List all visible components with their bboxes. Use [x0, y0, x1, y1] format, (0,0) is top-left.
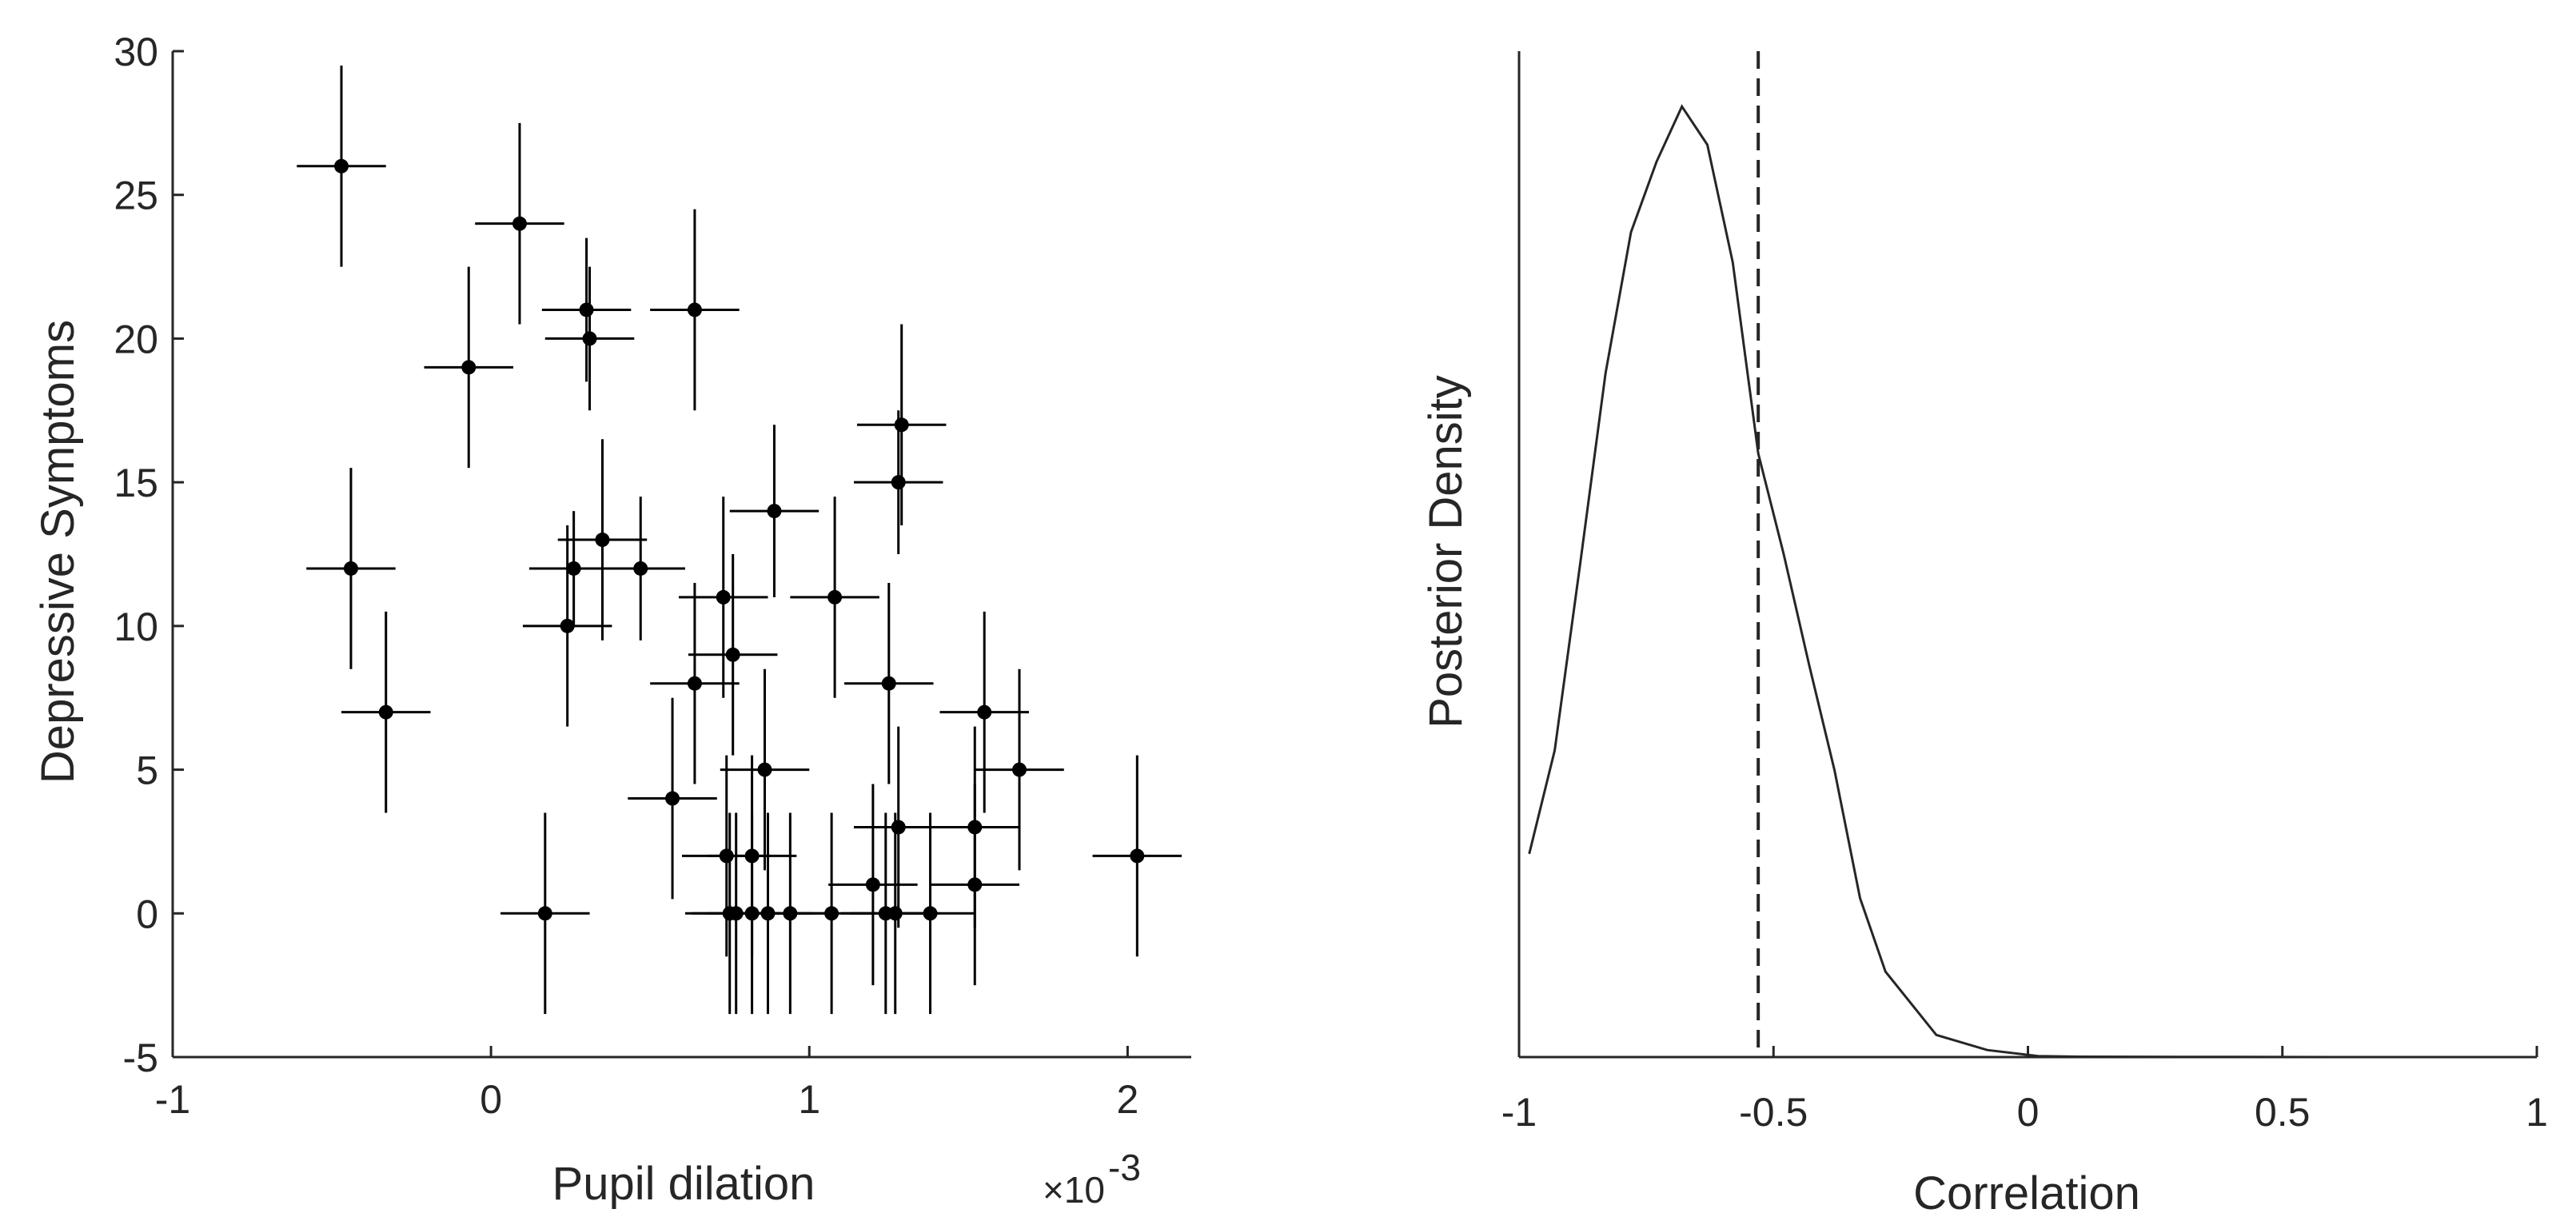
data-point — [923, 906, 938, 921]
data-point — [1012, 762, 1027, 777]
scatter-points — [334, 158, 1145, 921]
data-point — [665, 791, 680, 806]
data-point — [633, 561, 648, 576]
data-point — [767, 504, 782, 519]
x-tick-label: 0 — [2017, 1090, 2040, 1135]
y-tick-label: 0 — [136, 892, 158, 936]
y-tick-label: 15 — [114, 461, 158, 505]
scatter-x-axis-title: Pupil dilation — [552, 1158, 815, 1210]
data-point — [757, 762, 772, 777]
data-point — [887, 906, 903, 921]
y-tick-label: 20 — [114, 317, 158, 361]
data-point — [343, 561, 358, 576]
data-point — [566, 561, 581, 576]
data-point — [595, 533, 610, 548]
data-point — [728, 906, 744, 921]
scatter-axes — [171, 50, 1191, 1059]
x-tick-label: -1 — [155, 1077, 190, 1122]
x-tick-label: 0.5 — [2255, 1090, 2311, 1135]
data-point — [461, 360, 477, 375]
data-point — [512, 216, 527, 231]
density-curve — [1528, 104, 2537, 1059]
x-tick-label: 1 — [2526, 1090, 2548, 1135]
y-tick-label: 30 — [114, 30, 158, 74]
density-y-axis-title: Posterior Density — [1420, 375, 1472, 728]
data-point — [582, 331, 597, 346]
data-point — [865, 877, 880, 892]
scatter-tick-labels: -5 0 5 10 15 20 25 30 -1 0 1 2 — [114, 30, 1138, 1122]
scatter-panel: -5 0 5 10 15 20 25 30 -1 0 1 2 Pupil dilation Depre… — [32, 30, 1191, 1211]
density-x-axis-title: Correlation — [1913, 1167, 2140, 1219]
x-tick-label: 0 — [480, 1077, 502, 1122]
density-axes — [1517, 51, 2538, 1059]
data-point — [725, 647, 740, 662]
data-point — [967, 877, 983, 892]
data-point — [760, 906, 776, 921]
data-point — [744, 848, 760, 864]
data-point — [977, 704, 992, 720]
data-point — [783, 906, 798, 921]
data-point — [537, 906, 552, 921]
scatter-y-axis-title: Depressive Symptoms — [32, 320, 84, 784]
data-point — [827, 589, 843, 605]
y-tick-label: 10 — [114, 605, 158, 649]
data-point — [334, 158, 349, 174]
x-tick-label: 1 — [798, 1077, 820, 1122]
x-tick-label: -0.5 — [1739, 1090, 1808, 1135]
data-point — [891, 475, 906, 490]
data-point — [967, 820, 983, 835]
data-point — [560, 618, 575, 633]
data-point — [719, 848, 734, 864]
y-tick-label: -5 — [123, 1035, 158, 1080]
data-point — [894, 417, 909, 433]
data-point — [716, 589, 731, 605]
y-tick-label: 5 — [136, 748, 158, 793]
scatter-x-exponent-power: -3 — [1108, 1147, 1141, 1188]
data-point — [881, 676, 896, 691]
scatter-x-exponent: ×10 — [1043, 1169, 1105, 1211]
y-tick-label: 25 — [114, 174, 158, 218]
x-tick-label: 2 — [1116, 1077, 1138, 1122]
data-point — [744, 906, 760, 921]
data-point — [891, 820, 906, 835]
data-point — [687, 676, 702, 691]
density-tick-labels: -1 -0.5 0 0.5 1 — [1501, 1090, 2548, 1135]
data-point — [579, 302, 594, 317]
data-point — [1130, 848, 1145, 864]
data-point — [687, 302, 702, 317]
scatter-errorbars — [297, 65, 1182, 1015]
density-panel: -1 -0.5 0 0.5 1 Correlation Posterior Densit… — [1420, 51, 2548, 1219]
data-point — [824, 906, 839, 921]
data-point — [378, 704, 393, 720]
x-tick-label: -1 — [1501, 1090, 1537, 1135]
